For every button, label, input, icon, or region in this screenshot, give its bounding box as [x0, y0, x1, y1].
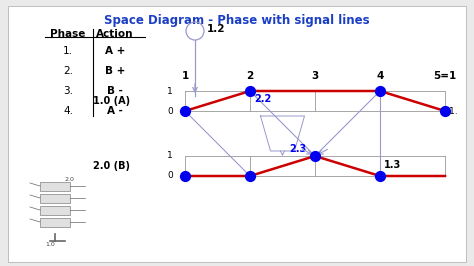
- Text: 2.3: 2.3: [290, 144, 307, 154]
- FancyBboxPatch shape: [40, 206, 70, 215]
- Text: B -: B -: [107, 86, 123, 96]
- Text: 1.: 1.: [449, 106, 459, 115]
- Text: 1.: 1.: [63, 46, 73, 56]
- Point: [181, 174, 189, 178]
- Text: 1: 1: [182, 71, 189, 81]
- Text: 1: 1: [167, 152, 173, 160]
- Point: [246, 174, 254, 178]
- Text: 0: 0: [167, 106, 173, 115]
- Text: 2: 2: [246, 71, 254, 81]
- FancyBboxPatch shape: [40, 182, 70, 191]
- Text: 3.: 3.: [63, 86, 73, 96]
- Text: 1.3: 1.3: [384, 160, 401, 170]
- Text: 2.: 2.: [63, 66, 73, 76]
- FancyBboxPatch shape: [8, 6, 466, 262]
- Point: [246, 89, 254, 93]
- Text: 0: 0: [167, 172, 173, 181]
- Text: Action: Action: [96, 29, 134, 39]
- Text: 5=1: 5=1: [433, 71, 456, 81]
- Text: B +: B +: [105, 66, 125, 76]
- Point: [376, 89, 384, 93]
- Text: 1: 1: [167, 86, 173, 95]
- Text: 1.2: 1.2: [207, 24, 226, 34]
- Text: 2.0: 2.0: [65, 177, 75, 182]
- Text: 1.0 (A): 1.0 (A): [93, 96, 130, 106]
- Text: 3: 3: [311, 71, 319, 81]
- FancyBboxPatch shape: [40, 218, 70, 227]
- Point: [181, 109, 189, 113]
- Text: A -: A -: [107, 106, 123, 116]
- Text: Phase: Phase: [50, 29, 86, 39]
- Text: 2.2: 2.2: [254, 94, 271, 104]
- Text: A +: A +: [105, 46, 125, 56]
- Point: [441, 109, 449, 113]
- FancyBboxPatch shape: [40, 194, 70, 203]
- Point: [376, 174, 384, 178]
- Text: 1.0: 1.0: [45, 242, 55, 247]
- Text: 2.0 (B): 2.0 (B): [93, 161, 130, 171]
- Point: [311, 154, 319, 158]
- Text: Space Diagram - Phase with signal lines: Space Diagram - Phase with signal lines: [104, 14, 370, 27]
- Text: 4.: 4.: [63, 106, 73, 116]
- Text: 4: 4: [376, 71, 383, 81]
